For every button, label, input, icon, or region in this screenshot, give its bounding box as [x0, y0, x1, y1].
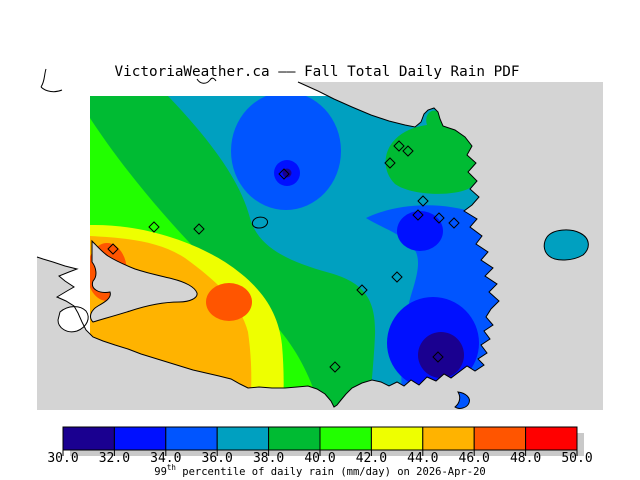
colorbar-cell	[319, 426, 372, 451]
colorbar-tick-label: 46.0	[459, 451, 490, 466]
colorbar-cell	[113, 426, 167, 451]
colorbar-tick-labels: 30.0 32.0 34.0 36.0 38.0 40.0 42.0 44.0 46.0 48.0…	[47, 451, 592, 466]
contour-band-46-48-sooke	[206, 283, 252, 321]
station-marker-diamond	[384, 157, 396, 169]
station-marker-diamond	[412, 209, 424, 221]
station-marker-diamond	[329, 361, 341, 373]
colorbar-cell	[473, 426, 527, 451]
colorbar-cell	[268, 426, 321, 451]
station-marker-diamond	[356, 284, 368, 296]
station-marker-diamond	[417, 195, 429, 207]
caption-pre: 99	[154, 466, 167, 478]
colorbar-cell	[62, 426, 115, 451]
station-marker-diamond	[432, 351, 444, 363]
colorbar-tick-label: 40.0	[304, 451, 335, 466]
figure-title: VictoriaWeather.ca —— Fall Total Daily R…	[115, 64, 520, 80]
station-marker-diamond	[402, 145, 414, 157]
contour-band-30-32-north	[282, 168, 292, 178]
colorbar-tick-label: 48.0	[510, 451, 541, 466]
coastline	[36, 81, 500, 408]
colorbar-cell	[525, 426, 578, 451]
coast-fragment-north	[196, 77, 217, 84]
colorbar-tick-label: 50.0	[561, 451, 592, 466]
caption-post: percentile of daily rain (mm/day) on 202…	[176, 466, 486, 478]
station-marker-diamond	[148, 221, 160, 233]
contour-band-34-36-north-blob	[231, 96, 341, 210]
lake-outline	[251, 216, 268, 229]
island-trial-blue	[454, 391, 470, 409]
colorbar-caption: 99th percentile of daily rain (mm/day) o…	[154, 463, 485, 478]
coast-fragment-northwest-1	[40, 68, 47, 88]
station-marker-diamond	[278, 168, 290, 180]
station-marker-diamond	[393, 140, 405, 152]
coast-fragment-northwest-2	[40, 86, 63, 93]
colorbar-tick-label: 42.0	[356, 451, 387, 466]
colorbar-tick-label: 32.0	[99, 451, 130, 466]
colorbar: 30.0 32.0 34.0 36.0 38.0 40.0 42.0 44.0 46.0 48.0…	[47, 426, 593, 478]
colorbar-tick-label: 44.0	[407, 451, 438, 466]
colorbar-cell	[422, 426, 475, 451]
colorbar-cell	[165, 426, 218, 451]
colorbar-tick-label: 30.0	[47, 451, 78, 466]
colorbar-cells	[62, 426, 578, 451]
sooke-basin-water	[90, 239, 198, 323]
colorbar-cell	[370, 426, 424, 451]
station-marker-diamond	[193, 223, 205, 235]
station-marker-diamond	[391, 271, 403, 283]
colorbar-cell	[216, 426, 270, 451]
colorbar-tick-label: 36.0	[202, 451, 233, 466]
island-east-teal	[543, 229, 589, 261]
contour-band-32-34-mid	[397, 211, 443, 251]
sea-area	[37, 82, 603, 410]
station-markers	[107, 140, 460, 373]
colorbar-ticks	[62, 450, 578, 456]
station-marker-diamond	[107, 243, 119, 255]
caption-superscript: th	[167, 463, 176, 472]
station-marker-diamond	[433, 212, 445, 224]
colorbar-tick-label: 38.0	[253, 451, 284, 466]
station-marker-diamond	[448, 217, 460, 229]
colorbar-tick-label: 34.0	[150, 451, 181, 466]
